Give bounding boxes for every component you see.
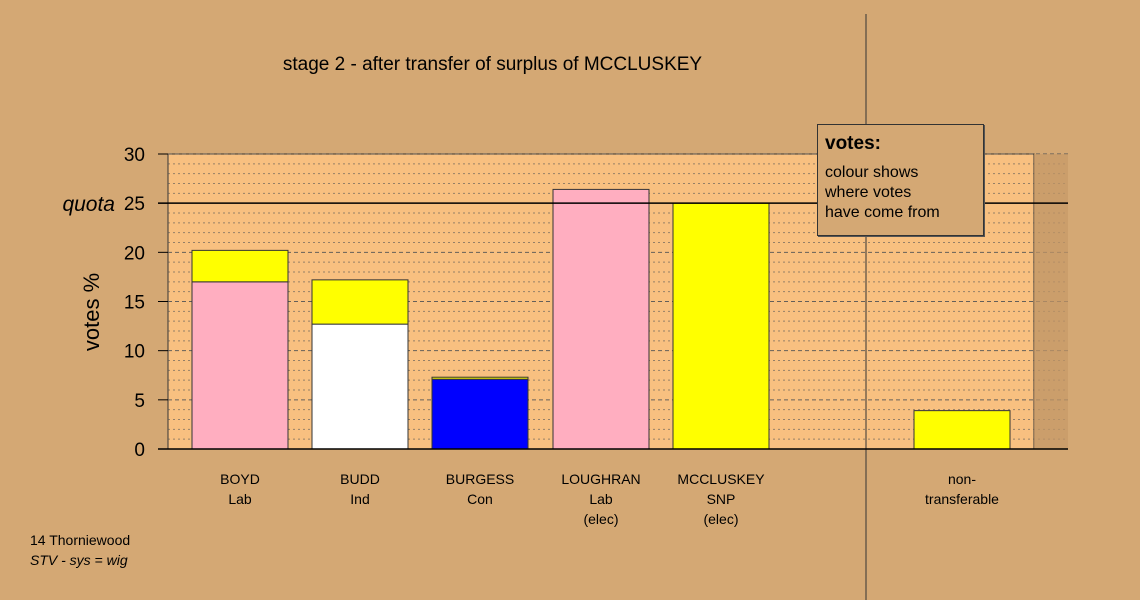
x-tick-label: Lab [228,491,252,507]
x-tick-label: (elec) [703,511,738,527]
legend-line: have come from [825,204,940,221]
bar-segment [552,188,650,450]
chart-title: stage 2 - after transfer of surplus of M… [282,54,703,75]
y-tick-label: 5 [134,391,145,412]
x-tick-label: BOYD [220,471,260,487]
bars [191,188,1011,450]
bar-segment [431,378,529,450]
y-tick-label: 20 [124,243,145,264]
bar-segment [311,279,409,325]
bar-segment [311,323,409,450]
x-tick-label: BUDD [340,471,380,487]
x-tick-label: non- [948,471,976,487]
x-axis-labels: BOYD Lab BUDD Ind BURGESS Con LOUGHRAN Lab (elec… [220,471,999,527]
y-axis-label: votes % [79,273,104,351]
y-tick-label: 25 [124,194,145,215]
x-tick-label: LOUGHRAN [561,471,640,487]
y-tick-label: 0 [134,440,145,461]
quota-label: quota [62,193,115,216]
y-tick-label: 10 [124,342,145,363]
x-tick-label: Con [467,491,493,507]
bar-segment [431,376,529,380]
system-note: STV - sys = wig [30,552,128,568]
bar-segment [191,281,289,450]
x-tick-label: (elec) [583,511,618,527]
x-tick-label: BURGESS [446,471,514,487]
x-tick-label: MCCLUSKEY [677,471,765,487]
y-tick-label: 15 [124,293,145,314]
y-axis: 0 5 10 15 20 25 30 quota [62,145,1068,461]
legend-box: votes: colour shows where votes have com… [817,124,984,236]
legend-title: votes: [825,133,881,154]
y-tick-label: 30 [124,145,145,166]
bar-segment [672,202,770,450]
legend-line: where votes [825,184,912,201]
bar-segment [913,410,1011,450]
plot-margin-shade [1034,154,1068,449]
x-tick-label: Ind [350,491,369,507]
ward-name: 14 Thorniewood [30,532,131,548]
footer: 14 Thorniewood STV - sys = wig [30,530,130,570]
x-tick-label: SNP [707,491,736,507]
bar-segment [191,249,289,283]
x-tick-label: Lab [589,491,613,507]
legend-line: colour shows [825,164,919,181]
x-tick-label: transferable [925,491,999,507]
